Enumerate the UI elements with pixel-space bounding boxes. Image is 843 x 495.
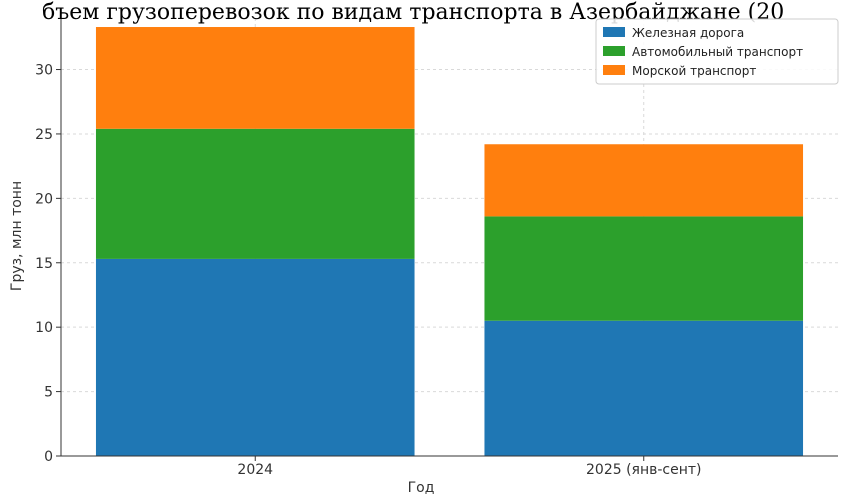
bar-segment-3	[484, 144, 804, 217]
x-axis-label: Год	[408, 480, 435, 495]
bars	[95, 27, 804, 456]
legend-swatch	[603, 27, 625, 37]
y-tick-label: 15	[35, 256, 53, 272]
x-tick-label: 2025 (янв-сент)	[586, 462, 702, 478]
bar-segment-1	[95, 258, 415, 456]
axes	[60, 18, 838, 457]
legend-label: Морской транспорт	[632, 64, 756, 78]
ticks: 0 5 10 15 20 25 30 2024 2025 (янв-сент)	[35, 63, 701, 478]
legend-swatch	[603, 65, 625, 75]
y-axis-label: Груз, млн тонн	[9, 181, 25, 291]
y-tick-label: 0	[44, 449, 53, 465]
legend-label: Железная дорога	[632, 26, 744, 40]
legend-swatch	[603, 46, 625, 56]
legend: Железная дорога Автомобильный транспорт Мо…	[595, 18, 839, 85]
legend-box	[595, 18, 839, 85]
bar-segment-2	[95, 128, 415, 259]
legend-label: Автомобильный транспорт	[632, 45, 803, 59]
y-tick-label: 20	[35, 191, 53, 207]
y-tick-label: 30	[35, 63, 53, 79]
y-tick-label: 10	[35, 320, 53, 336]
bar-segment-2	[484, 216, 804, 321]
y-tick-label: 5	[44, 385, 53, 401]
y-tick-label: 25	[35, 127, 53, 143]
bar-segment-3	[95, 27, 415, 129]
x-tick-label: 2024	[237, 462, 273, 478]
bar-segment-1	[484, 320, 804, 456]
